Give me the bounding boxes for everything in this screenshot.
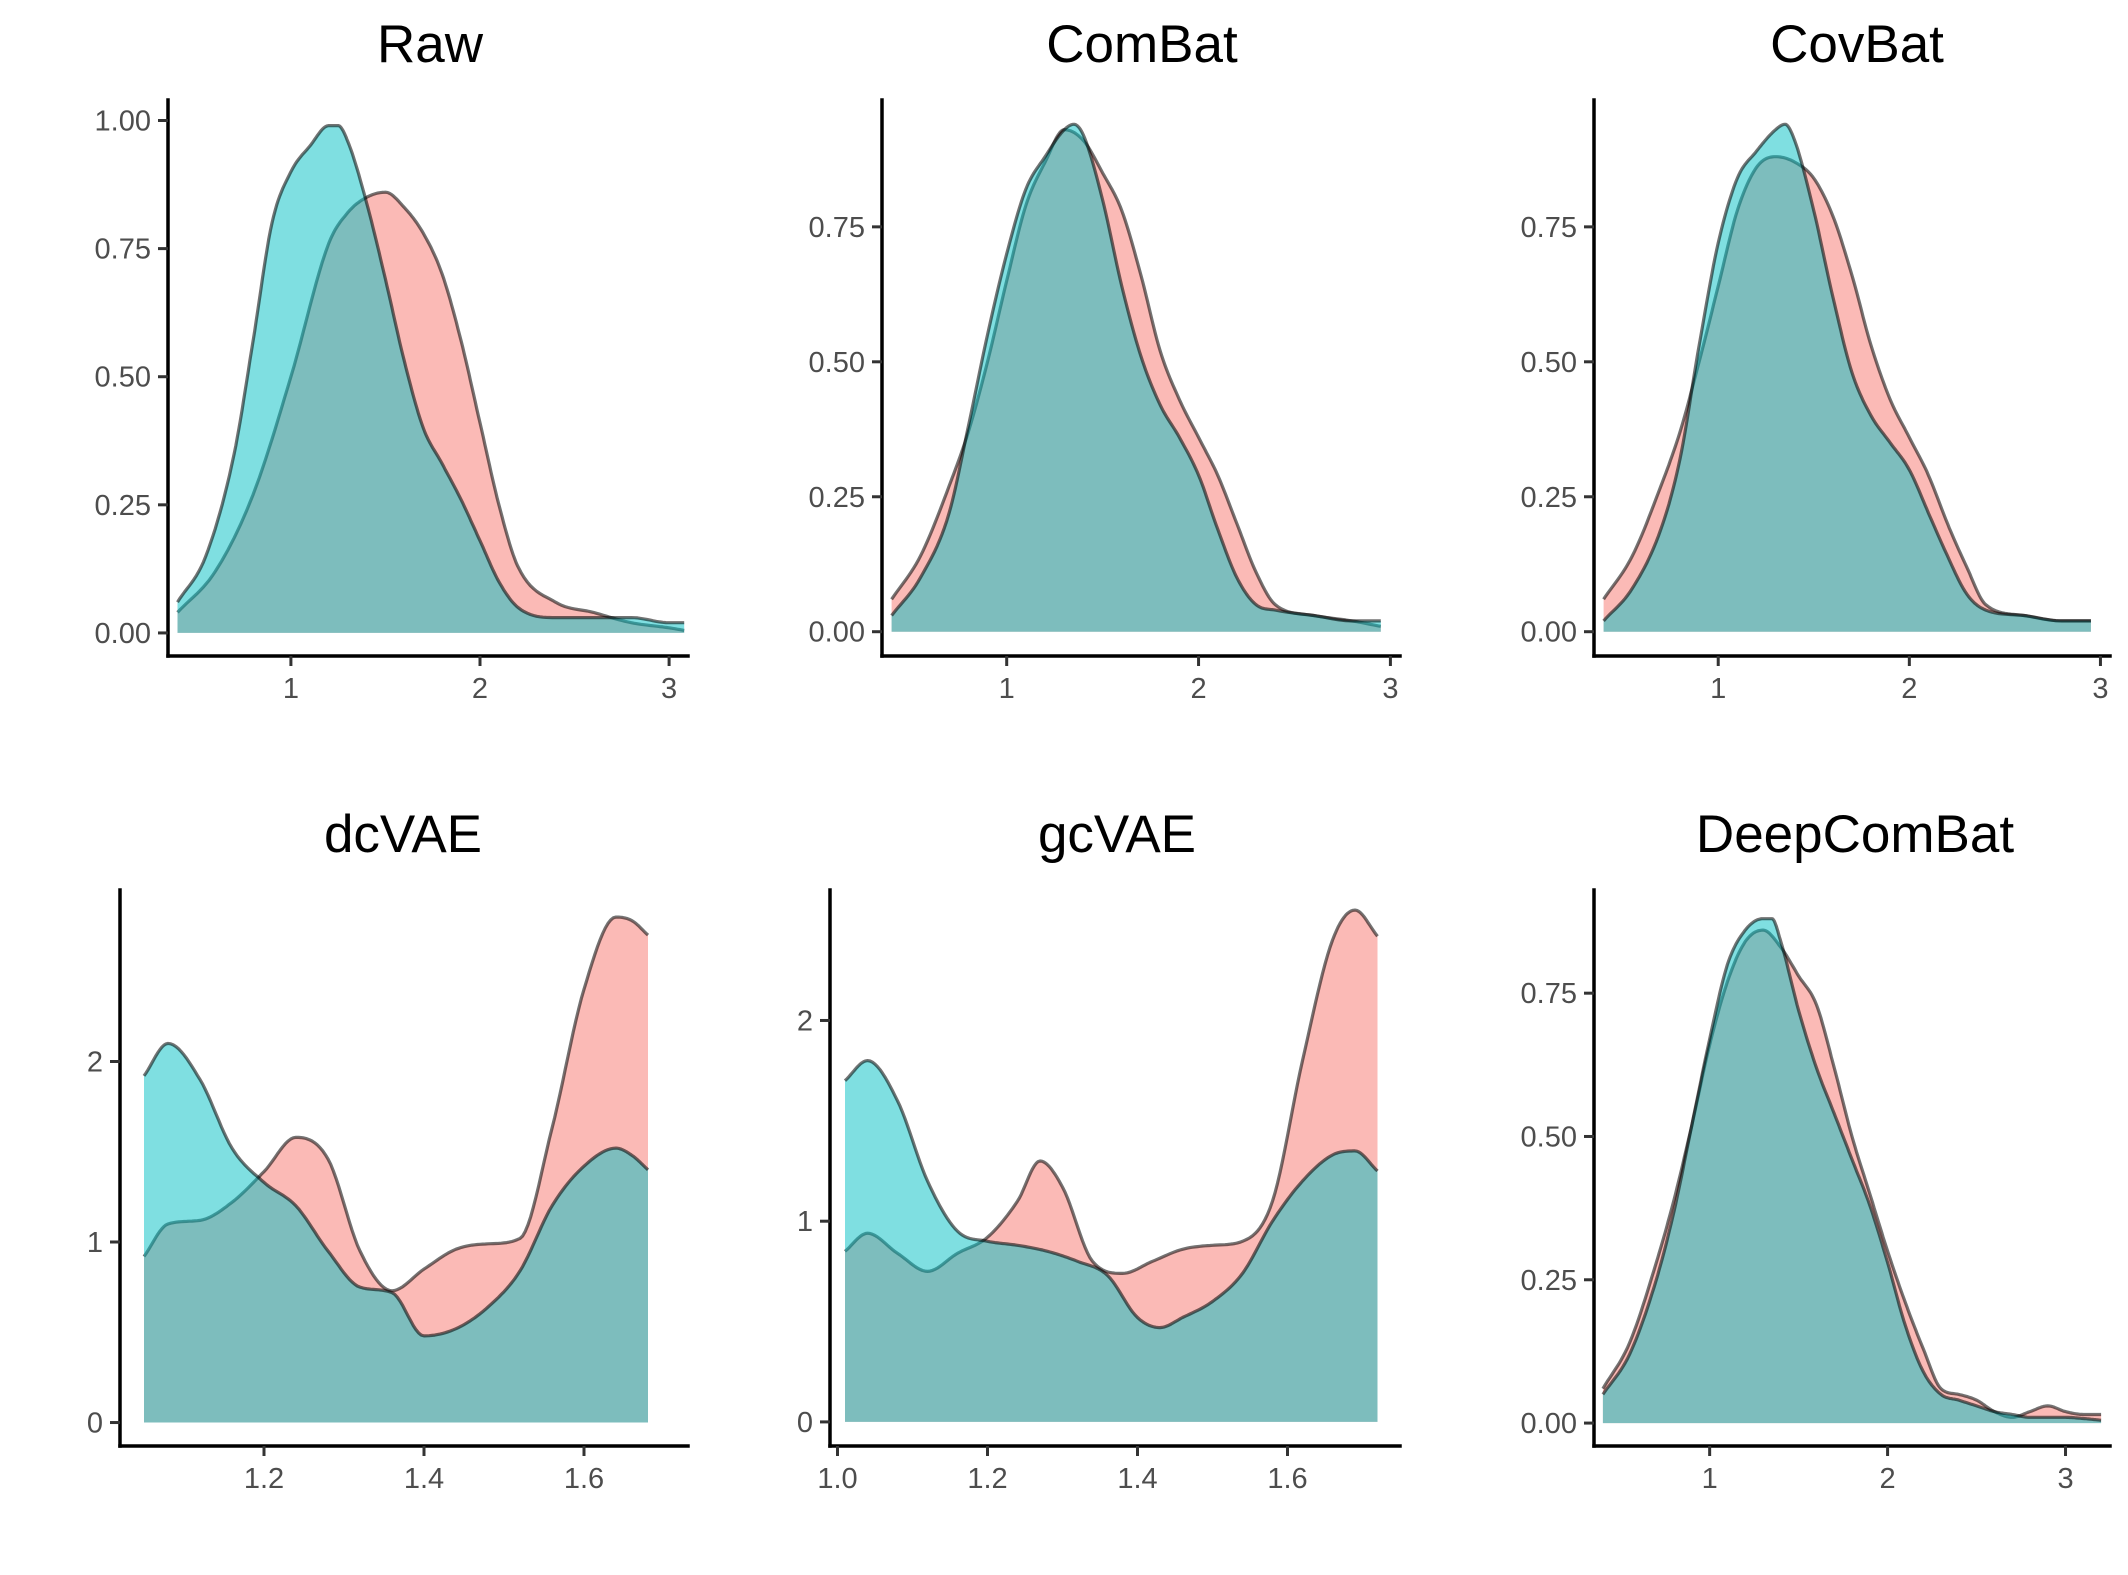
density-line-group-b (176, 124, 685, 625)
y-tick-label: 0.50 (1521, 347, 1577, 379)
panel-title: CovBat (1770, 15, 1944, 74)
x-tick-label: 1 (999, 673, 1015, 705)
y-tick-label: 0.25 (95, 490, 151, 522)
x-tick-label: 3 (1382, 673, 1398, 705)
y-tick-label: 1 (87, 1227, 103, 1259)
x-tick-label: 1.6 (1267, 1463, 1307, 1495)
x-tick-label: 3 (2092, 673, 2108, 705)
x-tick-label: 1.4 (404, 1463, 444, 1495)
density-line-group-b (843, 1059, 1379, 1330)
y-tick-label: 0.00 (809, 617, 865, 649)
panel-title: gcVAE (1038, 805, 1196, 864)
density-area-group-b (1602, 918, 2102, 1424)
density-line-group-b (1601, 917, 2102, 1422)
density-area-group-b (1603, 124, 2091, 632)
density-area-group-b (144, 1043, 648, 1423)
panel-title: ComBat (1046, 15, 1238, 74)
x-tick-label: 1 (1702, 1463, 1718, 1495)
density-line-group-b (142, 1041, 650, 1338)
panel-covbat: CovBat 1 2 3 0.00 0.25 0.50 0.75 (1521, 15, 2112, 705)
y-tick-label: 2 (87, 1046, 103, 1078)
x-tick-label: 1.4 (1117, 1463, 1157, 1495)
panel-gcvae: gcVAE 1.0 1.2 1.4 1.6 0 1 2 (797, 805, 1402, 1495)
y-tick-label: 0.50 (1521, 1121, 1577, 1153)
x-tick-label: 1 (283, 673, 299, 705)
x-tick-label: 2 (1901, 673, 1917, 705)
x-tick-label: 1.2 (967, 1463, 1007, 1495)
x-tick-label: 1.6 (564, 1463, 604, 1495)
y-tick-label: 0 (797, 1407, 813, 1439)
y-tick-label: 2 (797, 1005, 813, 1037)
panel-title: dcVAE (324, 805, 482, 864)
panel-combat: ComBat 1 2 3 0.00 0.25 0.50 0.75 (809, 15, 1402, 705)
density-area-group-b (177, 125, 685, 633)
y-tick-label: 0.00 (1521, 1408, 1577, 1440)
y-tick-label: 0.00 (1521, 617, 1577, 649)
x-tick-label: 3 (661, 673, 677, 705)
y-tick-label: 0.75 (809, 212, 865, 244)
x-tick-label: 3 (2057, 1463, 2073, 1495)
y-tick-label: 0 (87, 1408, 103, 1440)
x-tick-label: 1.2 (244, 1463, 284, 1495)
y-tick-label: 0.75 (1521, 212, 1577, 244)
panel-deepcombat: DeepComBat 1 2 3 0.00 0.25 0.50 0.75 (1521, 805, 2112, 1495)
y-tick-label: 0.50 (809, 347, 865, 379)
x-tick-label: 1 (1710, 673, 1726, 705)
panel-dcvae: dcVAE 1.2 1.4 1.6 0 1 2 (87, 805, 690, 1495)
y-tick-label: 1 (797, 1206, 813, 1238)
density-line-group-b (1602, 122, 2091, 623)
panel-title: DeepComBat (1696, 805, 2014, 864)
y-tick-label: 0.75 (95, 234, 151, 266)
y-tick-label: 0.75 (1521, 978, 1577, 1010)
panel-raw: Raw 1 2 3 0.00 0.25 0.50 0.75 1.00 (95, 15, 690, 705)
density-area-group-b (845, 1060, 1378, 1422)
y-tick-label: 0.00 (95, 618, 151, 650)
x-tick-label: 2 (1190, 673, 1206, 705)
y-tick-label: 0.25 (1521, 1265, 1577, 1297)
x-tick-label: 1.0 (817, 1463, 857, 1495)
y-tick-label: 0.50 (95, 362, 151, 394)
density-area-group-b (891, 124, 1381, 632)
y-tick-label: 0.25 (1521, 482, 1577, 514)
panel-title: Raw (377, 15, 484, 74)
y-tick-label: 1.00 (95, 105, 151, 137)
x-tick-label: 2 (472, 673, 488, 705)
x-tick-label: 2 (1880, 1463, 1896, 1495)
density-line-group-b (890, 122, 1381, 623)
y-tick-label: 0.25 (809, 482, 865, 514)
